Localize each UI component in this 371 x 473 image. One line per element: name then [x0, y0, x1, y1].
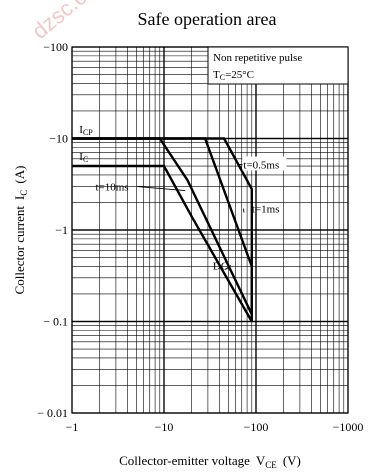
annotation-leader-t10 — [137, 186, 186, 191]
annotations: ICP IC t=0.5ms t=1ms t=10ms DC — [79, 124, 287, 273]
annotation-ic: IC — [79, 151, 88, 164]
legend-box-frame — [207, 46, 349, 85]
x-tick-labels: −1 −10 −100 −1000 — [66, 420, 364, 434]
annotation-bg-t05 — [242, 156, 287, 171]
x-tick-label: −1000 — [333, 420, 364, 434]
legend-box: Non repetitive pulse TC=25°C — [207, 46, 349, 85]
annotation-t1: t=1ms — [252, 204, 280, 216]
x-tick-label: −1 — [66, 420, 79, 434]
grid — [71, 46, 349, 414]
annotation-t10: t=10ms — [95, 182, 128, 194]
series-line-dc — [72, 164, 253, 323]
x-tick-label: −10 — [155, 420, 174, 434]
y-tick-label: −1 — [55, 223, 68, 237]
annotation-dc: DC — [213, 261, 228, 273]
annotation-leader-dc — [224, 265, 232, 270]
watermark: dzsc.com — [27, 0, 114, 44]
legend-line-2: TC=25°C — [213, 69, 254, 82]
y-tick-label: − 0.1 — [43, 315, 68, 329]
series-lines — [72, 137, 254, 323]
legend-line-1: Non repetitive pulse — [213, 52, 302, 64]
x-axis-label: Collector-emitter voltage VCE (V) — [119, 453, 301, 470]
series-line-t-10ms — [72, 137, 254, 322]
annotation-t05: t=0.5ms — [243, 160, 279, 172]
y-tick-label: − 0.01 — [37, 406, 68, 420]
chart-title: Safe operation area — [138, 9, 277, 29]
y-tick-label: −10 — [49, 132, 68, 146]
y-tick-labels: −100 −10 −1 − 0.1 − 0.01 — [37, 40, 68, 420]
y-tick-label: −100 — [43, 40, 68, 54]
y-axis-label: Collector currentIC(A) — [12, 166, 29, 295]
annotation-icp: ICP — [79, 124, 93, 137]
x-tick-label: −100 — [244, 420, 269, 434]
